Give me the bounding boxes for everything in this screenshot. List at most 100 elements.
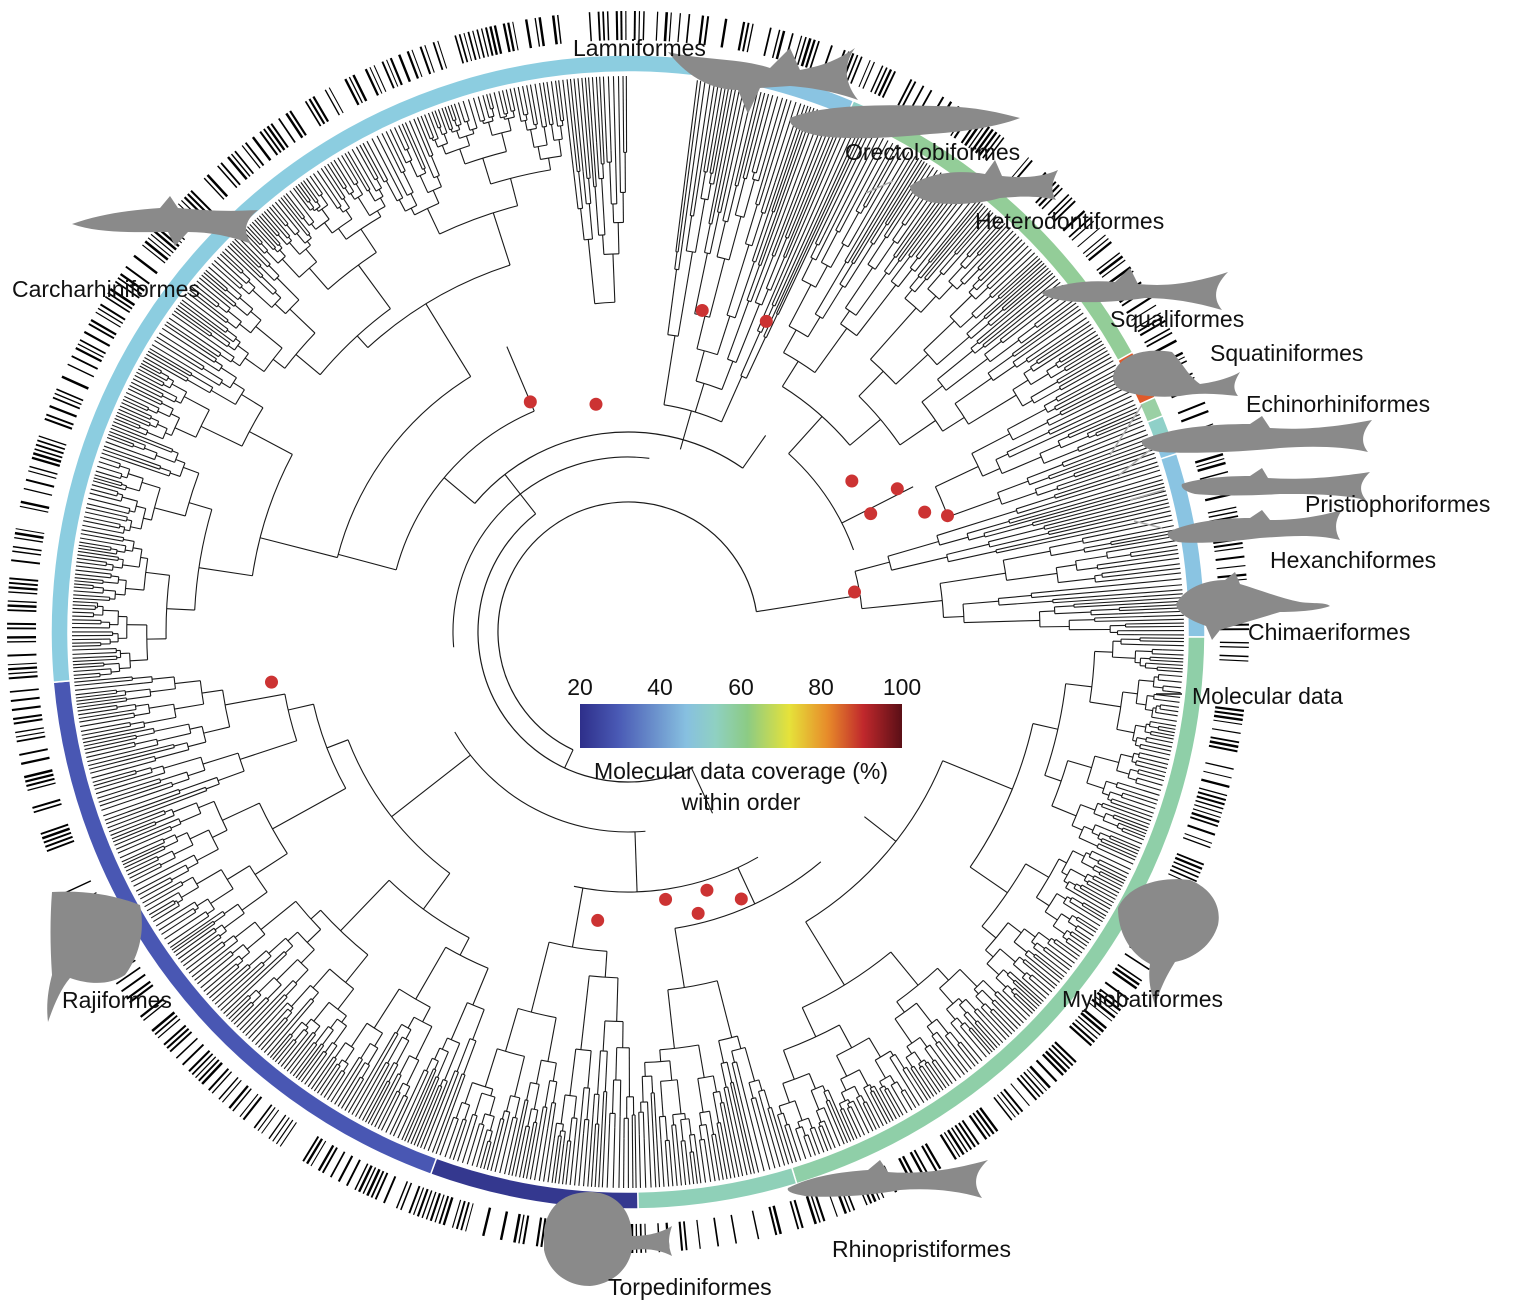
tree-node-arc — [1121, 827, 1124, 832]
tree-branch — [618, 1116, 621, 1188]
tree-branch — [389, 1062, 395, 1070]
colorbar-tick-20: 20 — [567, 674, 593, 700]
tree-branch — [76, 695, 117, 702]
tree-branch — [1130, 768, 1139, 773]
tree-node-arc — [548, 941, 607, 952]
tree-branch — [873, 1085, 881, 1098]
tree-node-arc — [818, 1125, 823, 1128]
molecular-data-tick — [117, 277, 143, 296]
molecular-data-tick — [742, 22, 750, 52]
tree-branch — [1122, 792, 1135, 798]
tree-node-arc — [146, 407, 150, 411]
tree-branch — [310, 1056, 335, 1090]
tree-branch — [171, 313, 230, 355]
tree-branch — [150, 842, 165, 850]
tree-node-arc — [1153, 694, 1155, 700]
tree-branch — [1031, 474, 1162, 514]
molecular-data-tick — [7, 662, 37, 666]
tree-branch — [834, 135, 880, 224]
tree-branch — [1080, 932, 1092, 941]
tree-branch — [118, 558, 124, 561]
tree-branch — [1016, 359, 1028, 368]
tree-branch — [101, 452, 162, 474]
tree-branch — [134, 374, 163, 391]
tree-branch — [125, 587, 144, 591]
tree-branch — [1072, 915, 1078, 919]
tree-branch — [314, 1026, 329, 1044]
tree-node-arc — [297, 931, 315, 951]
tree-branch — [136, 755, 155, 762]
tree-branch — [814, 261, 847, 315]
tree-branch — [1138, 756, 1149, 761]
tree-branch — [1159, 717, 1177, 722]
tree-branch — [559, 125, 563, 140]
tree-branch — [980, 1018, 1004, 1044]
tree-node-arc — [277, 247, 283, 253]
tree-branch — [278, 199, 308, 236]
tree-branch — [694, 383, 705, 413]
tree-branch — [1024, 979, 1047, 999]
molecular-data-tick — [924, 1143, 942, 1170]
tree-branch — [1038, 327, 1094, 365]
tree-branch — [934, 1059, 953, 1084]
tree-branch — [481, 1113, 486, 1125]
tree-branch — [402, 171, 414, 193]
tree-branch — [187, 292, 227, 323]
tree-branch — [377, 1090, 398, 1129]
tree-branch — [115, 414, 141, 427]
molecular-data-tick — [35, 443, 64, 455]
molecular-data-tick — [23, 487, 53, 496]
tree-branch — [1047, 407, 1056, 413]
tree-branch — [122, 496, 138, 502]
tree-branch — [987, 354, 1014, 374]
tree-branch — [75, 565, 109, 571]
tree-branch — [986, 242, 1026, 281]
tree-branch — [1099, 832, 1111, 838]
tree-branch — [368, 189, 376, 202]
tree-branch — [968, 535, 985, 541]
tree-branch — [373, 186, 377, 192]
molecular-data-tick — [419, 46, 432, 75]
tree-branch — [165, 432, 172, 436]
molecular-data-tick — [1035, 1059, 1058, 1083]
tree-branch — [807, 1134, 810, 1138]
tree-node-arc — [551, 1101, 556, 1104]
tree-node-arc — [454, 1070, 459, 1073]
tree-branch — [109, 430, 143, 445]
tree-branch — [1125, 798, 1156, 810]
molecular-data-tick — [203, 177, 225, 200]
tree-branch — [1125, 825, 1147, 835]
molecular-data-tick — [1041, 1053, 1064, 1076]
tree-branch — [983, 518, 1034, 534]
tree-branch — [1153, 686, 1164, 689]
tree-branch — [989, 532, 1049, 548]
tree-branch — [194, 955, 226, 981]
tree-node-arc — [1148, 721, 1151, 727]
tree-branch — [592, 1094, 596, 1115]
tree-branch — [1125, 625, 1184, 628]
tree-branch — [851, 151, 910, 250]
tree-branch — [1112, 656, 1136, 659]
tree-branch — [1056, 893, 1067, 900]
tree-branch — [1074, 600, 1184, 608]
tree-branch — [698, 1125, 703, 1140]
tree-node-arc — [954, 252, 958, 255]
tree-branch — [415, 946, 447, 1000]
tree-branch — [615, 170, 618, 204]
tree-branch — [1094, 614, 1184, 619]
molecular-data-tick — [157, 1018, 181, 1039]
tree-branch — [123, 511, 129, 515]
tree-branch — [108, 569, 113, 571]
tree-branch — [1058, 334, 1099, 360]
tree-branch — [644, 1062, 646, 1077]
tree-node-arc — [1098, 871, 1102, 875]
tree-node-arc — [122, 537, 125, 542]
tree-node-arc — [862, 1101, 867, 1104]
tree-branch — [196, 848, 219, 862]
tree-node-arc — [276, 233, 280, 237]
tree-node-arc — [732, 1061, 737, 1064]
tree-branch — [73, 665, 104, 669]
tree-branch — [1068, 881, 1076, 886]
tree-node-arc — [152, 728, 155, 733]
tree-node-arc — [841, 1085, 855, 1094]
